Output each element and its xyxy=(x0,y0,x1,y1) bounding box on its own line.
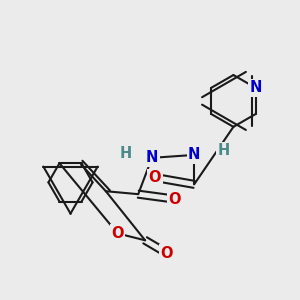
Text: O: O xyxy=(149,170,161,185)
Text: H: H xyxy=(218,143,230,158)
Text: H: H xyxy=(119,146,132,161)
Text: N: N xyxy=(188,147,200,162)
Text: N: N xyxy=(146,150,158,165)
Text: O: O xyxy=(111,226,124,241)
Text: O: O xyxy=(160,246,173,261)
Text: O: O xyxy=(168,192,181,207)
Text: N: N xyxy=(250,80,262,95)
